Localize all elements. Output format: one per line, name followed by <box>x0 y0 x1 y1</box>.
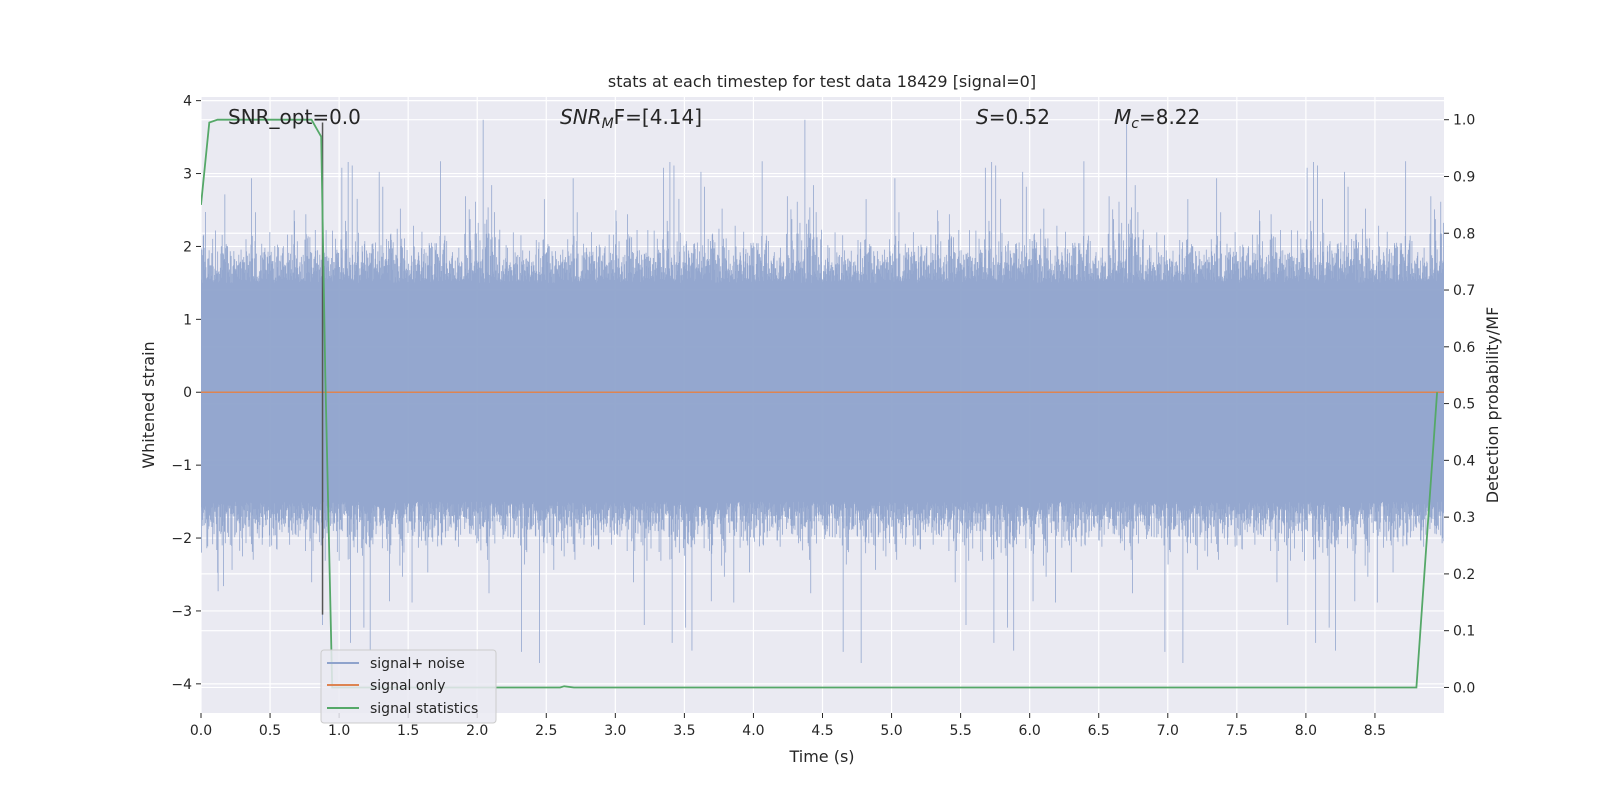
y2-tick-label-0: 1.0 <box>1453 113 1475 129</box>
y-tick-label-3: 1 <box>183 312 192 328</box>
y2-tick-label-9: 0.1 <box>1453 624 1475 640</box>
series-signal-plus-noise <box>201 119 1444 663</box>
x-tick-label-12: 6.0 <box>1019 723 1041 739</box>
y-tick-label-8: −4 <box>171 677 192 693</box>
annotation-snr-mf: SNRMF=[4.14] <box>560 105 702 132</box>
chart-title: stats at each timestep for test data 184… <box>608 72 1036 91</box>
legend-label-signal-only: signal only <box>370 678 445 694</box>
signal-plus-noise-trace <box>201 119 1444 663</box>
annotation-snr-opt: SNR_opt=0.0 <box>228 105 361 129</box>
y2-tick-label-3: 0.7 <box>1453 283 1475 299</box>
x-tick-label-13: 6.5 <box>1088 723 1110 739</box>
y-tick-label-6: −2 <box>171 531 192 547</box>
y-tick-label-7: −3 <box>171 604 192 620</box>
legend-box <box>320 649 497 724</box>
y-tick-label-5: −1 <box>171 458 192 474</box>
y2-tick-label-1: 0.9 <box>1453 169 1475 185</box>
y2-tick-label-5: 0.5 <box>1453 397 1475 413</box>
x-tick-label-8: 4.0 <box>742 723 764 739</box>
legend-label-signal-statistics: signal statistics <box>370 701 478 717</box>
annotation-mc: Mc=8.22 <box>1114 105 1200 132</box>
annotation-s: S=0.52 <box>976 105 1050 129</box>
y-axis-label: Whitened strain <box>139 341 158 468</box>
y-tick-label-1: 3 <box>183 167 192 183</box>
x-axis-ticks: 0.0 0.5 1.0 1.5 2.0 2.5 3.0 3.5 4.0 4.5 5.0 5.5 6.0 6… <box>190 713 1386 739</box>
y2-axis-ticks: 1.0 0.9 0.8 0.7 0.6 0.5 0.4 0.3 0.2 0.1 0.0 <box>1444 113 1475 696</box>
y2-tick-label-8: 0.2 <box>1453 567 1475 583</box>
x-tick-label-9: 4.5 <box>811 723 833 739</box>
x-tick-label-3: 1.5 <box>397 723 419 739</box>
y2-tick-label-7: 0.3 <box>1453 510 1475 526</box>
y2-tick-label-2: 0.8 <box>1453 226 1475 242</box>
series-signal-statistics <box>201 118 1438 689</box>
x-tick-label-14: 7.0 <box>1157 723 1179 739</box>
y2-tick-label-6: 0.4 <box>1453 453 1475 469</box>
x-tick-label-15: 7.5 <box>1226 723 1248 739</box>
legend-label-signal-plus-noise: signal+ noise <box>370 656 465 672</box>
x-tick-label-17: 8.5 <box>1364 723 1386 739</box>
y-tick-label-4: 0 <box>183 385 192 401</box>
y2-tick-label-4: 0.6 <box>1453 340 1475 356</box>
x-tick-label-1: 0.5 <box>259 723 281 739</box>
y2-axis-label: Detection probability/MF <box>1483 307 1502 504</box>
x-tick-label-7: 3.5 <box>673 723 695 739</box>
x-axis-label: Time (s) <box>788 747 854 766</box>
y-axis-ticks: 4 3 2 1 0 −1 −2 −3 −4 <box>171 94 201 693</box>
x-tick-label-4: 2.0 <box>466 723 488 739</box>
x-tick-label-6: 3.0 <box>604 723 626 739</box>
legend: signal+ noise signal only signal statist… <box>320 649 497 724</box>
y2-tick-label-10: 0.0 <box>1453 680 1475 696</box>
x-tick-label-10: 5.0 <box>880 723 902 739</box>
x-tick-label-5: 2.5 <box>535 723 557 739</box>
x-tick-label-11: 5.5 <box>949 723 971 739</box>
x-tick-label-2: 1.0 <box>328 723 350 739</box>
y-tick-label-0: 4 <box>183 94 192 110</box>
y-tick-label-2: 2 <box>183 239 192 255</box>
x-tick-label-0: 0.0 <box>190 723 212 739</box>
x-tick-label-16: 8.0 <box>1295 723 1317 739</box>
